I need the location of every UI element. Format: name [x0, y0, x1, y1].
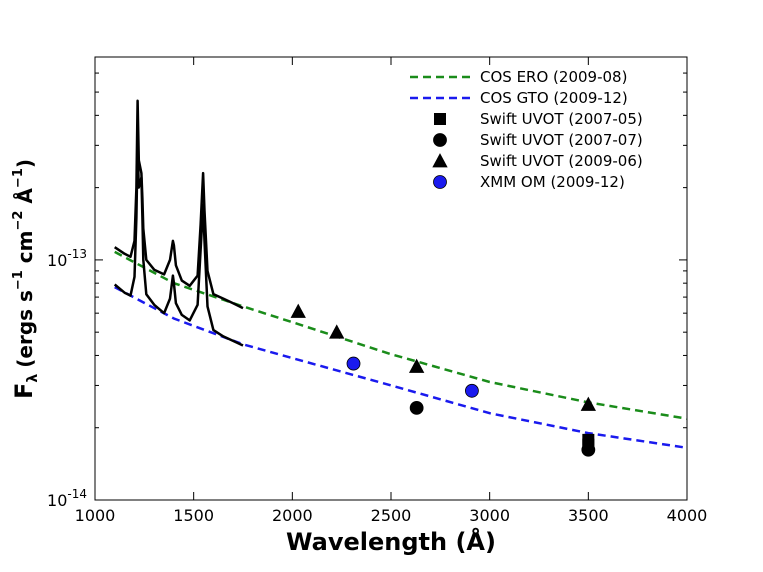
x-tick-label: 2000: [272, 506, 313, 525]
legend-label-cos-gto-2009-12: COS GTO (2009-12): [480, 89, 628, 107]
spectra: [113, 99, 244, 347]
legend-label-swift-uvot-2009-06: Swift UVOT (2009-06): [480, 152, 643, 170]
y-title-close: ): [13, 159, 37, 168]
x-tick-label: 1000: [75, 506, 116, 525]
legend-marker-swift-uvot-2007-05: [434, 113, 446, 125]
point-xmm-om-2009-12: [465, 383, 479, 398]
x-tick-label: 3000: [469, 506, 510, 525]
x-axis-ticks: 1000 1500 2000 2500 3000 3500 4000: [75, 57, 708, 525]
model-lines: [114, 250, 688, 450]
y-title-mid: cm: [13, 230, 37, 270]
point-swift-uvot-2009-06: [580, 396, 597, 411]
point-swift-uvot-2009-06: [408, 358, 425, 373]
y-title-exp3: −1: [11, 168, 26, 188]
y-title-open: (ergs s: [13, 290, 37, 368]
legend-marker-xmm-om-2009-12: [433, 175, 447, 189]
y-title-unit: Å: [13, 188, 37, 211]
line-cos-gto-2009-12: [114, 286, 688, 450]
y-tick-label: 10-13: [47, 247, 87, 270]
line-cos-ero-2009-08: [114, 250, 688, 420]
x-tick-label: 4000: [667, 506, 708, 525]
legend-label-swift-uvot-2007-05: Swift UVOT (2007-05): [480, 110, 643, 128]
x-axis-title: Wavelength (Å): [286, 527, 496, 556]
x-tick-label: 2500: [371, 506, 412, 525]
spectrum-cos-ero-spectrum: [114, 99, 244, 310]
point-swift-uvot-2009-06: [329, 324, 345, 339]
legend-label-cos-ero-2009-08: COS ERO (2009-08): [480, 68, 627, 86]
y-axis-ticks: 10-14 10-13: [47, 72, 687, 510]
spectrum-cos-gto-spectrum: [113, 144, 244, 347]
photometry-points: [290, 303, 597, 457]
point-swift-uvot-2007-07: [409, 400, 424, 415]
y-title-exp1: −1: [11, 270, 26, 290]
y-axis-title: Fλ(ergs s−1 cm−2 Å−1): [10, 159, 41, 399]
legend: COS ERO (2009-08) COS GTO (2009-12) Swift …: [410, 68, 643, 191]
point-xmm-om-2009-12: [346, 356, 361, 371]
legend-label-swift-uvot-2007-07: Swift UVOT (2007-07): [480, 131, 643, 149]
legend-label-xmm-om-2009-12: XMM OM (2009-12): [480, 173, 625, 191]
y-title-exp2: −2: [11, 211, 26, 231]
x-tick-label: 1500: [173, 506, 214, 525]
x-tick-label: 3500: [568, 506, 609, 525]
legend-marker-swift-uvot-2007-07: [433, 133, 447, 147]
y-title-sub: λ: [25, 374, 41, 383]
y-tick-label: 10-14: [47, 487, 87, 510]
point-swift-uvot-2007-07: [581, 442, 596, 457]
y-title-main: F: [10, 383, 38, 399]
point-swift-uvot-2009-06: [290, 303, 306, 318]
legend-marker-swift-uvot-2009-06: [432, 153, 448, 168]
